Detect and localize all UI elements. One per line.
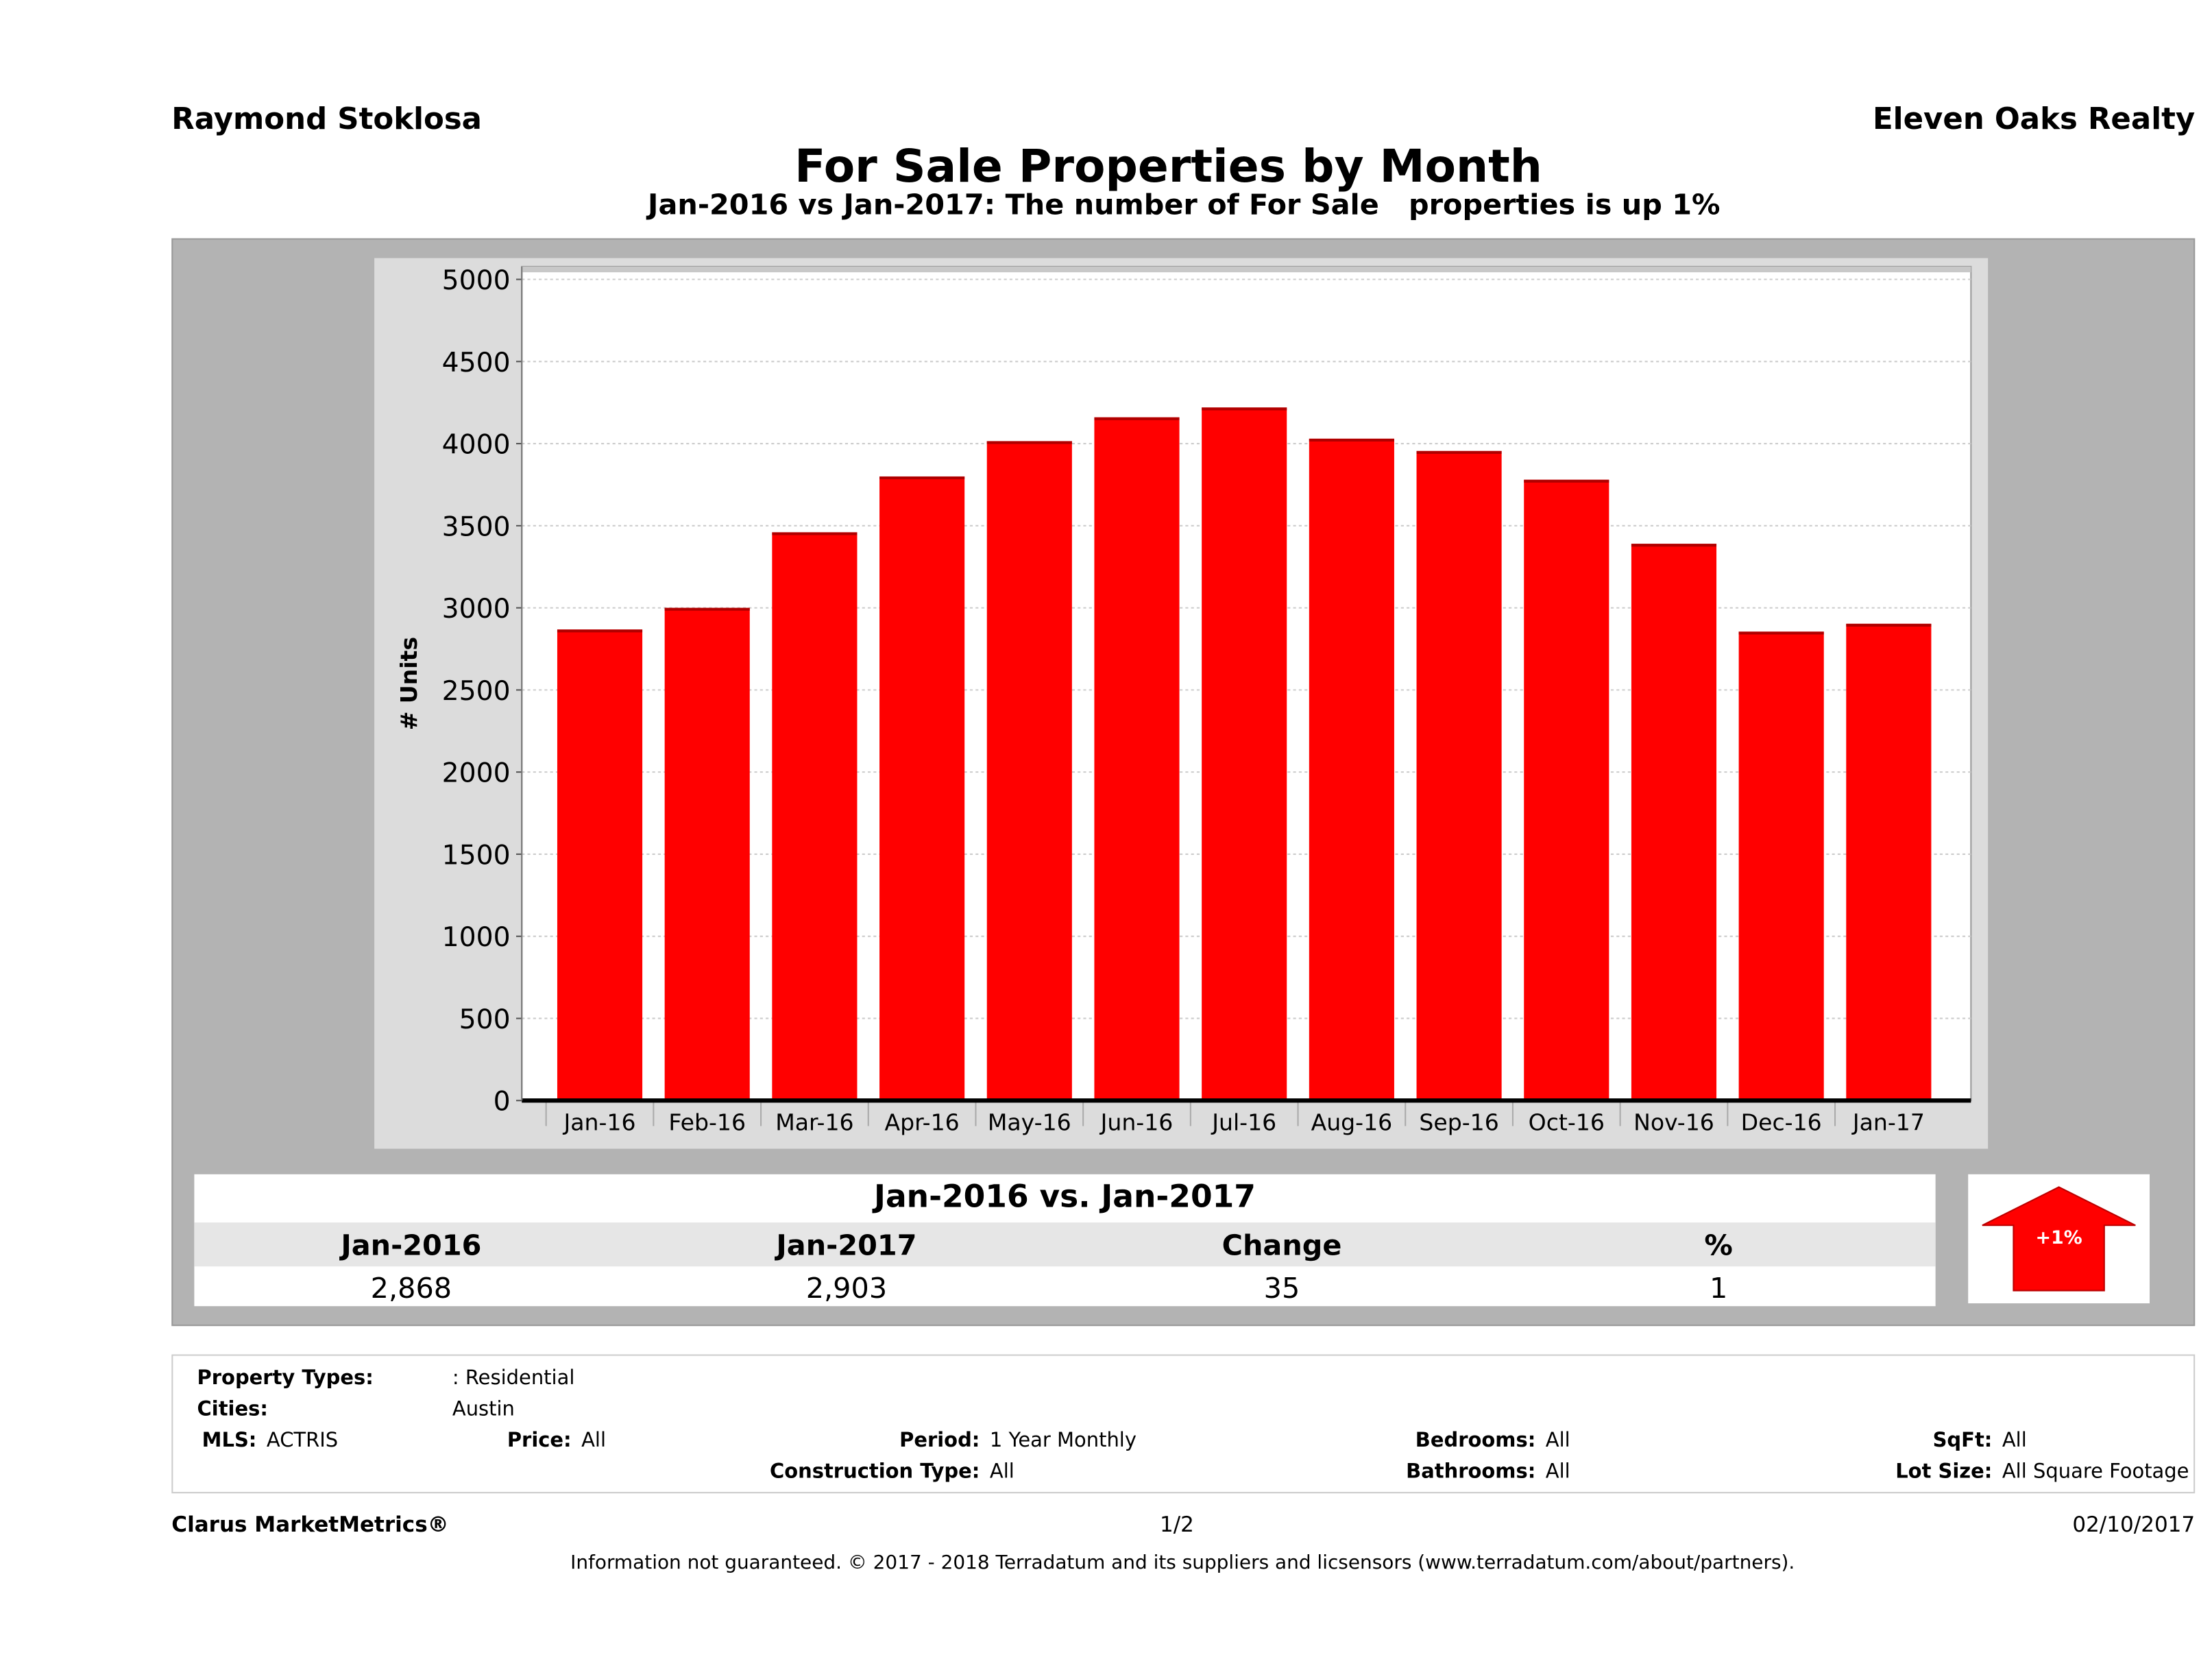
bathrooms-value: All — [1545, 1460, 1570, 1484]
sqft-label: SqFt: — [1932, 1429, 1993, 1453]
bar-top-edge — [1846, 623, 1932, 627]
x-tick-label: Nov-16 — [1633, 1109, 1714, 1136]
header-percent: % — [1704, 1228, 1733, 1263]
bar-top-edge — [557, 629, 643, 633]
y-tick-label: 0 — [494, 1087, 511, 1118]
bar-top-edge — [986, 441, 1072, 444]
x-tick-label: May-16 — [988, 1109, 1071, 1136]
bar-jan-17 — [1846, 623, 1932, 1101]
bar-may-16 — [986, 441, 1072, 1101]
value-jan-2017: 2,903 — [805, 1270, 888, 1305]
x-tick-label: Sep-16 — [1419, 1109, 1498, 1136]
y-tick-label: 1500 — [442, 840, 511, 871]
bar-jun-16 — [1094, 417, 1180, 1101]
lot-size-label: Lot Size: — [1895, 1460, 1993, 1484]
disclaimer: Information not guaranteed. © 2017 - 201… — [570, 1551, 1795, 1575]
bar-mar-16 — [772, 532, 858, 1101]
bathrooms-label: Bathrooms: — [1406, 1460, 1536, 1484]
brokerage-name: Eleven Oaks Realty — [1873, 101, 2196, 136]
bar-top-edge — [1738, 631, 1824, 635]
x-tick-label: Oct-16 — [1529, 1109, 1605, 1136]
bar-nov-16 — [1631, 544, 1717, 1101]
period-value: 1 Year Monthly — [989, 1429, 1137, 1453]
property-types-label: Property Types: — [197, 1367, 374, 1390]
summary-table: Jan-2016 vs. Jan-2017 Jan-2016 Jan-2017 … — [194, 1174, 1936, 1307]
construction-label: Construction Type: — [769, 1460, 980, 1484]
bar-feb-16 — [664, 607, 750, 1101]
change-badge: +1% — [1968, 1174, 2150, 1304]
report-date: 02/10/2017 — [2072, 1512, 2196, 1538]
header-jan-2017: Jan-2017 — [776, 1228, 917, 1263]
value-jan-2016: 2,868 — [370, 1270, 452, 1305]
bar-top-edge — [1309, 438, 1394, 442]
bar-chart: 0 500 1000 1500 2000 2500 3000 3500 4000 4500 5000… — [396, 265, 1972, 1136]
bedrooms-label: Bedrooms: — [1415, 1429, 1536, 1453]
bar-dec-16 — [1738, 631, 1824, 1101]
y-axis-label: # Units — [396, 637, 422, 730]
x-tick-label: Jan-16 — [563, 1109, 636, 1136]
bar-top-edge — [1524, 479, 1609, 483]
bar-aug-16 — [1309, 438, 1394, 1101]
bar-oct-16 — [1524, 479, 1609, 1101]
x-tick-label: Apr-16 — [885, 1109, 960, 1136]
x-tick-label: Aug-16 — [1311, 1109, 1393, 1136]
price-value: All — [581, 1429, 607, 1453]
footer-brand: Clarus MarketMetrics® — [171, 1512, 449, 1538]
sqft-value: All — [2002, 1429, 2027, 1453]
header-change: Change — [1222, 1228, 1342, 1263]
y-tick-label: 3500 — [442, 511, 511, 542]
bar-top-edge — [772, 532, 858, 535]
value-change: 35 — [1263, 1270, 1300, 1305]
y-tick-label: 2500 — [442, 676, 511, 707]
page-number: 1/2 — [1159, 1512, 1194, 1538]
cities-value: Austin — [452, 1398, 515, 1421]
y-tick-label: 500 — [459, 1004, 511, 1035]
up-arrow-icon — [1982, 1186, 2136, 1292]
x-tick-label: Dec-16 — [1741, 1109, 1822, 1136]
bar-apr-16 — [879, 476, 965, 1101]
bedrooms-value: All — [1545, 1429, 1570, 1453]
y-tick-label: 3000 — [442, 594, 511, 625]
agent-name: Raymond Stoklosa — [171, 101, 483, 136]
header-jan-2016: Jan-2016 — [341, 1228, 482, 1263]
bar-jan-16 — [557, 629, 643, 1101]
change-badge-label: +1% — [2035, 1228, 2082, 1250]
chart-title: For Sale Properties by Month — [794, 138, 1542, 193]
value-percent: 1 — [1709, 1270, 1728, 1305]
bar-top-edge — [664, 607, 750, 611]
mls-value: ACTRIS — [266, 1429, 339, 1453]
y-tick-label: 4500 — [442, 348, 511, 378]
y-tick-label: 1000 — [442, 922, 511, 953]
cities-label: Cities: — [197, 1398, 268, 1421]
bar-top-edge — [1631, 544, 1717, 547]
bar-top-edge — [879, 476, 965, 480]
period-label: Period: — [899, 1429, 980, 1453]
x-tick-label: Jul-16 — [1211, 1109, 1276, 1136]
mls-label: MLS: — [202, 1429, 257, 1453]
x-tick-label: Jan-17 — [1851, 1109, 1925, 1136]
x-tick-label: Mar-16 — [775, 1109, 853, 1136]
y-tick-label: 2000 — [442, 758, 511, 789]
bar-sep-16 — [1416, 450, 1502, 1101]
y-tick-label: 5000 — [442, 265, 511, 296]
bar-top-edge — [1202, 407, 1287, 411]
bar-top-edge — [1094, 417, 1180, 420]
summary-title: Jan-2016 vs. Jan-2017 — [874, 1180, 1256, 1216]
y-tick-label: 4000 — [442, 430, 511, 461]
price-label: Price: — [507, 1429, 572, 1453]
plot-top-border — [522, 266, 1971, 273]
filter-criteria: Property Types: : Residential Cities: Au… — [171, 1354, 2196, 1494]
property-types-value: : Residential — [452, 1367, 575, 1390]
x-tick-label: Feb-16 — [668, 1109, 746, 1136]
x-tick-label: Jun-16 — [1099, 1109, 1174, 1136]
construction-value: All — [989, 1460, 1014, 1484]
bar-jul-16 — [1202, 407, 1287, 1101]
bar-top-edge — [1416, 450, 1502, 454]
chart-subtitle: Jan-2016 vs Jan-2017: The number of For … — [648, 187, 1721, 221]
lot-size-value: All Square Footage — [2002, 1460, 2189, 1484]
